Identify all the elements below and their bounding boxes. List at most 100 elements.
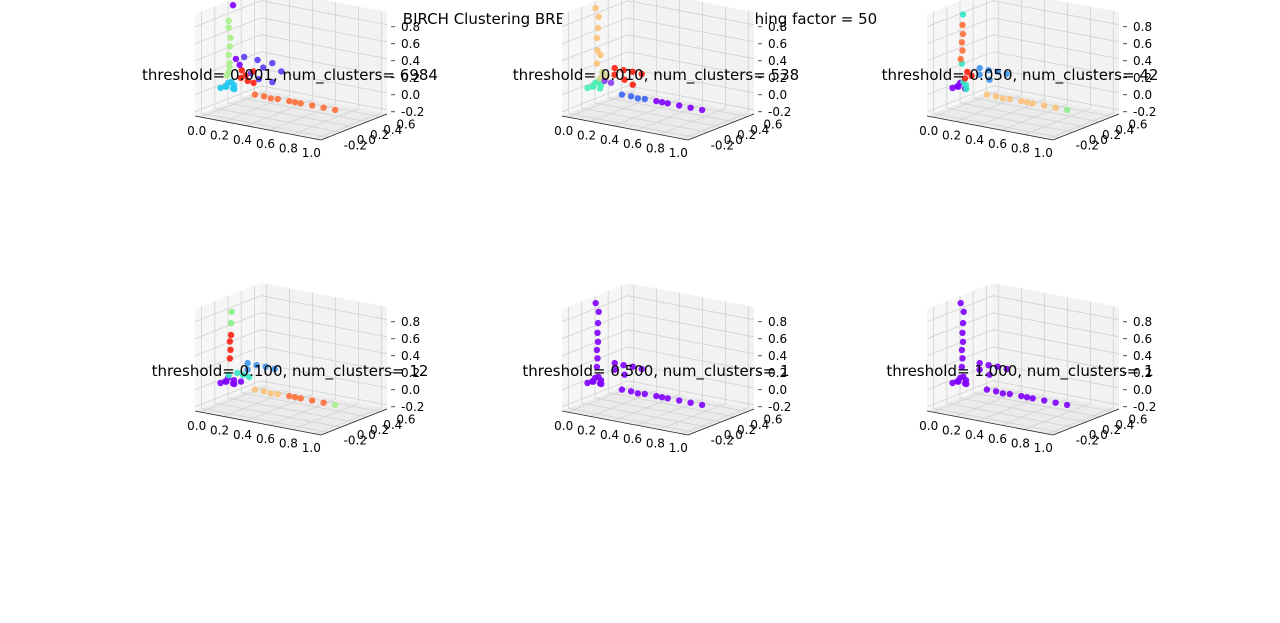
x-tick-label: 0.8: [279, 437, 298, 451]
data-point: [595, 308, 602, 315]
data-point: [976, 359, 983, 367]
data-point: [621, 371, 628, 378]
data-point: [226, 43, 234, 50]
x-tick-label: 0.4: [965, 133, 984, 147]
y-tick-label: 0.4: [750, 418, 769, 432]
data-point: [226, 355, 234, 362]
subplot-4: -0.20.00.20.40.60.80.0 0.2 0.4 0.6 0.8 1.0-0.…: [187, 283, 424, 455]
data-point: [687, 104, 694, 111]
data-point: [638, 365, 645, 373]
x-tick-label: 0.6: [256, 432, 275, 446]
data-point: [1029, 100, 1036, 107]
back-pane: [993, 283, 1119, 409]
data-point: [225, 51, 232, 58]
x-tick-label: 0.8: [646, 437, 665, 451]
data-point: [297, 100, 304, 107]
y-tick-label: 0.6: [763, 413, 782, 427]
data-point: [309, 397, 316, 404]
data-point: [992, 388, 1000, 395]
data-point: [286, 392, 293, 400]
x-tick-label: 1.0: [669, 146, 688, 160]
data-point: [629, 81, 636, 88]
x-tick-label: 0.4: [600, 133, 619, 147]
z-tick-label: 0.4: [401, 349, 420, 363]
data-point: [986, 76, 993, 83]
data-point: [629, 363, 636, 370]
z-tick-label: 0.2: [768, 366, 787, 380]
grid-lines: [561, 284, 755, 435]
data-point: [592, 4, 599, 12]
x-tick-label: 0.0: [554, 124, 573, 138]
data-point: [237, 74, 245, 82]
axis-lines: [561, 408, 755, 436]
data-point: [959, 338, 967, 345]
x-tick-label: 0.8: [646, 142, 665, 156]
z-tick-label: -0.2: [401, 400, 424, 414]
data-point: [999, 390, 1006, 397]
data-point: [594, 319, 602, 327]
data-point: [227, 34, 234, 41]
scatter-points: [217, 1, 339, 114]
x-tick-label: 0.2: [942, 129, 961, 143]
z-tick-label: 0.6: [1133, 332, 1152, 346]
data-point: [225, 17, 232, 24]
data-point: [1052, 399, 1059, 406]
x-tick-label: 0.4: [233, 428, 252, 442]
y-tick-label: 0.2: [737, 128, 756, 142]
x-tick-label: 0.6: [988, 137, 1007, 151]
x-tick-label: 0.4: [233, 133, 252, 147]
data-point: [594, 24, 602, 32]
grid-lines: [561, 0, 755, 140]
data-point: [227, 331, 235, 339]
data-point: [961, 75, 969, 82]
scatter-points: [584, 299, 706, 409]
x-tick-label: 0.8: [1011, 142, 1030, 156]
z-tick-label: 0.4: [1133, 349, 1152, 363]
data-point: [958, 346, 966, 354]
y-tick-label: 0.2: [370, 128, 389, 142]
scatter-points: [949, 299, 1071, 409]
data-point: [611, 359, 618, 367]
data-point: [241, 53, 248, 61]
data-point: [618, 91, 626, 98]
x-tick-label: 0.2: [577, 424, 596, 438]
data-point: [291, 394, 299, 401]
data-point: [217, 84, 224, 92]
data-point: [601, 77, 608, 85]
data-point: [278, 68, 285, 75]
z-tick-label: 0.8: [1133, 315, 1152, 329]
data-point: [638, 70, 645, 78]
z-tick-label: 0.8: [1133, 20, 1152, 34]
data-point: [949, 84, 956, 92]
data-point: [957, 55, 964, 63]
data-point: [225, 372, 232, 379]
data-point: [592, 299, 599, 307]
data-point: [999, 95, 1006, 102]
data-point: [599, 68, 606, 76]
data-point: [976, 366, 983, 373]
data-point: [959, 30, 967, 38]
subplot-5: -0.20.00.20.40.60.80.0 0.2 0.4 0.6 0.8 1.0-0.…: [554, 283, 791, 455]
z-tick-label: 0.2: [401, 366, 420, 380]
x-tick-label: 0.6: [256, 137, 275, 151]
y-tick-label: 0.6: [1128, 413, 1147, 427]
data-point: [959, 47, 966, 54]
data-point: [597, 51, 604, 59]
y-tick-label: 0.0: [1089, 428, 1108, 442]
data-point: [653, 97, 660, 105]
data-point: [994, 68, 1001, 75]
x-tick-label: 0.6: [623, 137, 642, 151]
subplot-title: threshold= 0.001, num_clusters= 6984: [142, 66, 438, 85]
y-tick-label: 0.6: [396, 413, 415, 427]
data-point: [1003, 365, 1010, 373]
data-point: [251, 91, 259, 98]
y-tick-label: 0.2: [1102, 423, 1121, 437]
data-point: [959, 11, 967, 18]
data-point: [618, 386, 626, 393]
data-point: [232, 55, 240, 63]
data-point: [231, 85, 238, 93]
data-point: [603, 72, 610, 80]
data-point: [271, 365, 278, 373]
data-point: [959, 355, 966, 362]
data-point: [255, 75, 263, 83]
